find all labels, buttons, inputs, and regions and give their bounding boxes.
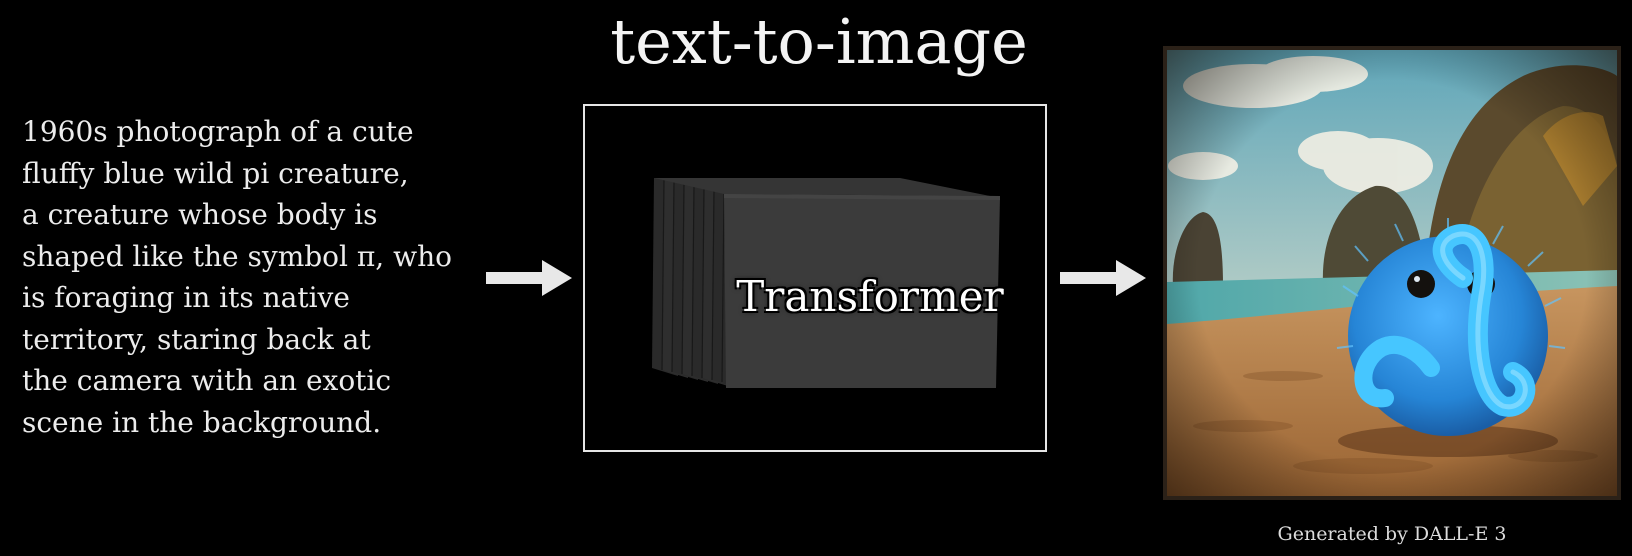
right-arrow-icon xyxy=(486,260,572,296)
transformer-block-stack xyxy=(652,178,1000,388)
prompt-line: scene in the background. xyxy=(22,405,382,439)
model-box xyxy=(583,104,1047,452)
page-title: text-to-image xyxy=(610,5,1028,78)
image-caption: Generated by DALL-E 3 xyxy=(1277,523,1507,545)
prompt-line: a creature whose body is xyxy=(22,198,378,231)
prompt-line: is foraging in its native xyxy=(22,281,350,314)
prompt-line: territory, staring back at xyxy=(22,322,371,356)
prompt-line: the camera with an exotic xyxy=(22,364,392,397)
stack-front-face xyxy=(724,194,1000,388)
prompt-line: 1960s photograph of a cute xyxy=(22,115,414,148)
prompt-line: fluffy blue wild pi creature, xyxy=(22,156,409,190)
prompt-line: shaped like the symbol π, who xyxy=(22,239,452,273)
right-arrow-icon xyxy=(1060,260,1146,296)
prompt-text: 1960s photograph of a cute fluffy blue w… xyxy=(22,111,492,443)
transformer-label: Transformer xyxy=(736,272,1004,321)
generated-image xyxy=(1163,46,1621,500)
